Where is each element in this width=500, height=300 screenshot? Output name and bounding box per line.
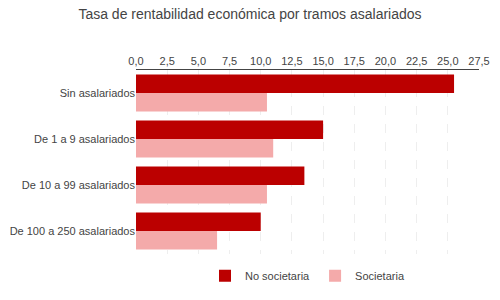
svg-text:25,0: 25,0	[437, 55, 458, 67]
svg-text:De 100 a 250 asalariados: De 100 a 250 asalariados	[10, 225, 136, 237]
svg-text:15,0: 15,0	[312, 55, 333, 67]
svg-text:Sin asalariados: Sin asalariados	[60, 87, 136, 99]
svg-text:Tasa de rentabilidad económica: Tasa de rentabilidad económica por tramo…	[78, 6, 421, 22]
svg-text:22,5: 22,5	[406, 55, 427, 67]
svg-text:Societaria: Societaria	[355, 270, 405, 282]
svg-text:27,5: 27,5	[468, 55, 489, 67]
svg-text:No societaria: No societaria	[245, 270, 310, 282]
svg-text:17,5: 17,5	[344, 55, 365, 67]
svg-text:De 10 a 99 asalariados: De 10 a 99 asalariados	[22, 179, 136, 191]
svg-text:12,5: 12,5	[281, 55, 302, 67]
svg-text:7,5: 7,5	[222, 55, 237, 67]
svg-text:2,5: 2,5	[160, 55, 175, 67]
svg-text:0,0: 0,0	[128, 55, 143, 67]
svg-text:5,0: 5,0	[191, 55, 206, 67]
svg-text:20,0: 20,0	[375, 55, 396, 67]
svg-text:10,0: 10,0	[250, 55, 271, 67]
svg-text:De 1 a 9 asalariados: De 1 a 9 asalariados	[34, 133, 135, 145]
